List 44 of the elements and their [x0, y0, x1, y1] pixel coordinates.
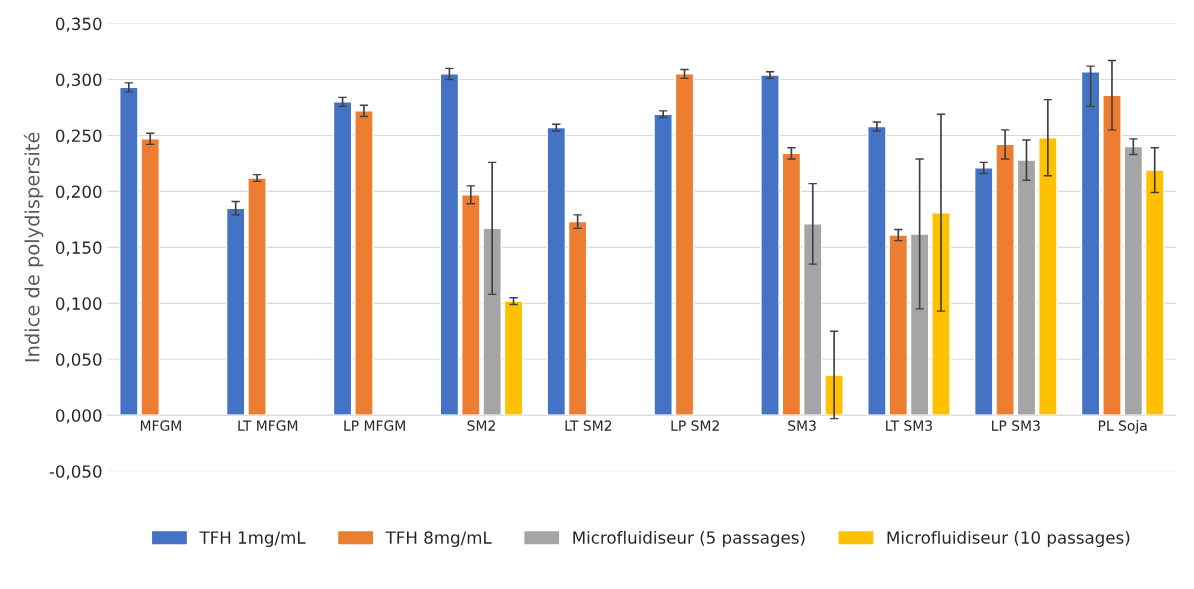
bar [909, 233, 930, 416]
x-tick-label: LT SM3 [886, 420, 932, 431]
bar [1102, 94, 1122, 416]
bar [781, 152, 802, 416]
x-tick-label: LT MFGM [238, 420, 298, 431]
y-tick-label: 0,300 [55, 73, 102, 88]
bar [503, 300, 524, 416]
x-tick-label: LP SM3 [992, 420, 1040, 431]
bar [1016, 159, 1037, 416]
bar [674, 73, 695, 416]
x-tick-label: MFGM [140, 420, 181, 431]
x-tick-label: PL Soja [1098, 420, 1147, 434]
y-tick-label: -0,050 [49, 465, 102, 480]
bar [567, 220, 588, 416]
x-tick-label: LP SM2 [671, 420, 719, 431]
bar [760, 74, 780, 416]
bar [354, 110, 374, 416]
bar [1123, 145, 1144, 416]
x-tick-label: LT SM2 [565, 420, 612, 431]
y-tick-label: 0,100 [55, 297, 102, 312]
legend-label: Microfluidiseur (10 passages) [887, 530, 1130, 548]
legend-label: Microfluidiseur (5 passages) [573, 530, 805, 548]
x-tick-label: SM2 [467, 420, 495, 431]
bar [439, 73, 460, 416]
y-tick-label: 0,250 [55, 129, 102, 144]
bar [1144, 169, 1165, 416]
y-axis-title: Indice de polydispersité [23, 132, 44, 362]
legend-label: TFH 8mg/mL [385, 531, 492, 548]
y-tick-label: 0,000 [55, 409, 102, 424]
legend-label: TFH 1mg/mL [199, 531, 306, 548]
bar [931, 211, 951, 416]
bar [1080, 70, 1101, 416]
bar [247, 177, 267, 416]
bar [653, 113, 673, 416]
bar [225, 207, 246, 416]
y-tick-label: 0,150 [55, 241, 102, 256]
y-tick-label: 0,200 [55, 185, 102, 200]
bar [332, 101, 353, 416]
y-tick-label: 0,050 [55, 353, 102, 368]
x-tick-label: SM3 [788, 420, 816, 431]
x-tick-label: LP MFGM [344, 420, 405, 431]
bar [1038, 137, 1058, 416]
bar [546, 126, 567, 416]
y-tick-label: 0,350 [55, 17, 102, 32]
